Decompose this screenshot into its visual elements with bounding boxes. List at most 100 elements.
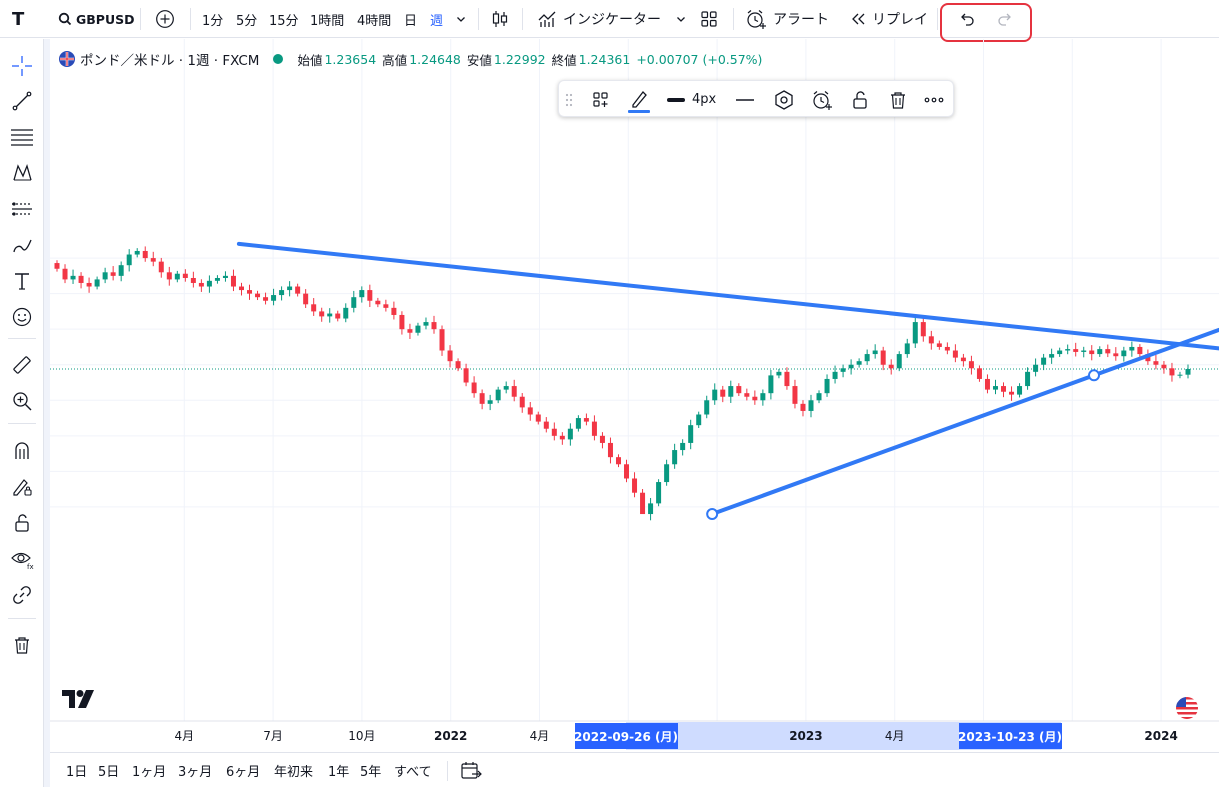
xabcd-pattern-icon [13, 163, 32, 181]
range-5y[interactable]: 5年 [360, 765, 382, 780]
candle [54, 260, 60, 272]
interval-dropdown[interactable] [455, 0, 467, 38]
symbol-search[interactable]: GBPUSD [58, 0, 134, 38]
price-chart[interactable]: 4月7月10月20224月7月20234月7月20244月 2022-09-26… [50, 39, 1219, 787]
interval-week[interactable]: 週 [430, 13, 444, 29]
candle [198, 279, 204, 292]
drag-dots-icon [565, 93, 573, 106]
fib-tool[interactable] [8, 123, 36, 151]
range-ytd[interactable]: 年初来 [274, 765, 314, 780]
candle [399, 311, 405, 335]
crosshair-tool[interactable] [8, 52, 36, 80]
trendline-handle-start[interactable] [706, 508, 719, 521]
templates-button[interactable] [591, 81, 611, 118]
text-tool[interactable] [8, 267, 36, 295]
drag-handle[interactable] [565, 81, 573, 118]
forecast-tool[interactable] [8, 195, 36, 223]
candle [1049, 348, 1055, 364]
brush-tool[interactable] [8, 231, 36, 259]
app-logo[interactable]: T [12, 8, 25, 30]
candle [640, 489, 646, 515]
candle [487, 394, 493, 411]
range-1y[interactable]: 1年 [328, 765, 350, 780]
time-axis-label: 2024 [1144, 729, 1177, 743]
range-all[interactable]: すべて [394, 765, 432, 780]
candle [62, 264, 68, 284]
range-1m[interactable]: 1ヶ月 [132, 765, 167, 780]
unlock-icon [853, 90, 867, 109]
crosshair-icon [12, 56, 32, 76]
replay-button[interactable]: リプレイ [850, 0, 928, 38]
more-button[interactable] [924, 81, 944, 118]
candle [736, 383, 742, 397]
candle [263, 292, 269, 305]
redo-button[interactable] [996, 0, 1014, 38]
symbol-title[interactable]: ポンド／米ドル · 1週 · FXCM [80, 53, 260, 69]
svg-text:fx: fx [27, 563, 34, 570]
alert-button[interactable]: アラート [745, 0, 829, 38]
delete-drawing-button[interactable] [887, 81, 909, 118]
indicators-button[interactable]: インジケーター [537, 0, 661, 38]
interval-15m[interactable]: 15分 [269, 13, 299, 29]
range-3m[interactable]: 3ヶ月 [178, 765, 213, 780]
candle [808, 394, 814, 418]
hide-drawings[interactable]: fx [8, 545, 36, 573]
magnet-tool[interactable] [8, 437, 36, 465]
range-5d[interactable]: 5日 [98, 765, 120, 780]
undo-button[interactable] [958, 0, 976, 38]
indicators-dropdown[interactable] [675, 0, 687, 38]
interval-day[interactable]: 日 [404, 13, 418, 29]
text-icon [15, 273, 29, 290]
candle [728, 380, 734, 403]
trendline-upper[interactable] [236, 241, 1219, 351]
rewind-icon [852, 13, 865, 25]
interval-4h[interactable]: 4時間 [357, 13, 392, 29]
link-icon [13, 586, 31, 604]
chart-type-button[interactable] [490, 0, 510, 38]
candle [840, 364, 846, 378]
zoom-tool[interactable] [8, 387, 36, 415]
search-icon [58, 12, 72, 26]
candle [656, 479, 662, 507]
candle [792, 379, 798, 409]
candle [174, 270, 180, 283]
trendline-handle-end[interactable] [1088, 369, 1101, 382]
settings-button[interactable] [773, 81, 795, 118]
candle [752, 390, 758, 405]
lock-drawing-button[interactable] [849, 81, 871, 118]
grid-icon [701, 11, 717, 27]
candle [920, 318, 926, 342]
emoji-tool[interactable] [8, 303, 36, 331]
line-color-button[interactable] [627, 81, 651, 118]
remove-drawings[interactable] [8, 631, 36, 659]
interval-1m[interactable]: 1分 [202, 13, 224, 29]
lock-drawing-mode[interactable] [8, 473, 36, 501]
goto-date-button[interactable] [460, 753, 482, 788]
candle [1089, 345, 1095, 361]
tradingview-logo[interactable] [62, 690, 94, 708]
candle [1033, 358, 1039, 377]
candle [567, 423, 573, 446]
candle [1025, 367, 1031, 390]
add-alert-button[interactable] [811, 81, 833, 118]
lock-all-drawings[interactable] [8, 509, 36, 537]
candle [1177, 371, 1183, 379]
range-1d[interactable]: 1日 [66, 765, 88, 780]
interval-1h[interactable]: 1時間 [310, 13, 345, 29]
candle [527, 401, 533, 421]
undo-icon [961, 13, 974, 26]
candle [575, 415, 581, 432]
measure-tool[interactable] [8, 351, 36, 379]
compare-button[interactable] [155, 0, 175, 38]
templates-button[interactable] [700, 0, 718, 38]
line-style-button[interactable] [735, 81, 755, 118]
pattern-tool[interactable] [8, 159, 36, 187]
trendline-tool[interactable] [8, 87, 36, 115]
line-width-button[interactable]: 4px [667, 81, 716, 118]
interval-5m[interactable]: 5分 [236, 13, 258, 29]
range-6m[interactable]: 6ヶ月 [226, 765, 261, 780]
trendline-lower[interactable] [710, 327, 1219, 517]
sync-drawings[interactable] [8, 581, 36, 609]
candles-icon [492, 11, 508, 27]
us-flag-icon[interactable] [1176, 697, 1198, 719]
